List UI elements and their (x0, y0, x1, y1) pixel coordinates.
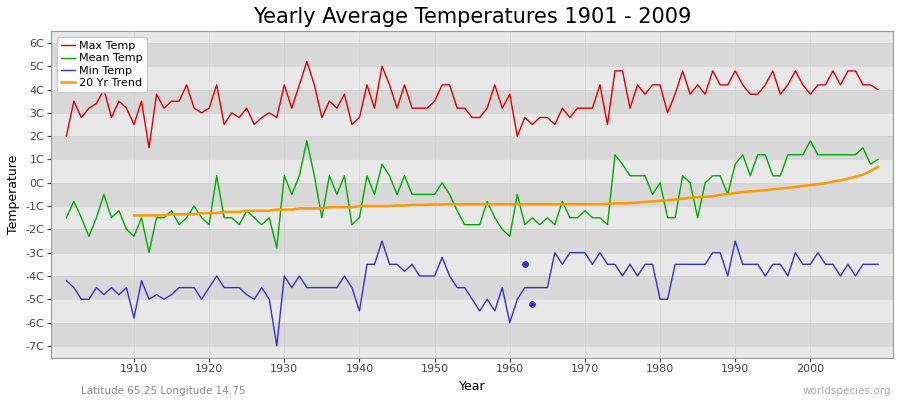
20 Yr Trend (835, 178, 846, 183)
Bar (51, 206, 893, 229)
Max Temp (302, 59, 312, 64)
Legend: Max Temp, Mean Temp, Min Temp, 20 Yr Trend: Max Temp, Mean Temp, Min Temp, 20 Yr Tre… (57, 37, 148, 92)
Point (525, 301, 539, 307)
Bar (51, 160, 893, 183)
Bar (51, 113, 893, 136)
Mean Temp (519, 222, 530, 227)
Bar (51, 299, 893, 322)
Max Temp (144, 146, 155, 150)
Point (518, 261, 532, 268)
Min Temp (294, 274, 305, 278)
Min Temp (61, 278, 72, 283)
20 Yr Trend (302, 206, 312, 211)
Bar (51, 66, 893, 90)
Bar (51, 90, 893, 113)
20 Yr Trend (512, 202, 523, 207)
Mean Temp (122, 227, 132, 232)
20 Yr Trend (813, 182, 824, 186)
20 Yr Trend (129, 213, 140, 218)
Mean Temp (302, 138, 312, 143)
Bar (51, 253, 893, 276)
Mean Temp (609, 152, 620, 157)
Text: Latitude 65.25 Longitude 14.75: Latitude 65.25 Longitude 14.75 (81, 386, 246, 396)
Mean Temp (346, 222, 357, 227)
Mean Temp (294, 173, 305, 178)
Bar (51, 276, 893, 299)
Min Temp (609, 262, 620, 267)
Line: Max Temp: Max Temp (67, 62, 878, 148)
Max Temp (294, 82, 305, 87)
Max Temp (519, 115, 530, 120)
Min Temp (376, 239, 387, 244)
Mean Temp (61, 215, 72, 220)
Min Temp (512, 297, 523, 302)
Mean Temp (144, 250, 155, 255)
Min Temp (272, 344, 283, 348)
Mean Temp (873, 157, 884, 162)
Text: worldspecies.org: worldspecies.org (803, 386, 891, 396)
Max Temp (873, 87, 884, 92)
Line: Mean Temp: Mean Temp (67, 141, 878, 253)
Line: Min Temp: Min Temp (67, 241, 878, 346)
Bar (51, 183, 893, 206)
Y-axis label: Temperature: Temperature (7, 155, 20, 234)
Min Temp (519, 285, 530, 290)
Max Temp (512, 134, 523, 138)
Max Temp (61, 134, 72, 138)
20 Yr Trend (572, 202, 583, 207)
Max Temp (609, 68, 620, 73)
Mean Temp (512, 192, 523, 197)
Bar (51, 43, 893, 66)
20 Yr Trend (272, 207, 283, 212)
Max Temp (122, 106, 132, 110)
20 Yr Trend (873, 164, 884, 169)
Min Temp (339, 274, 350, 278)
Min Temp (122, 285, 132, 290)
Max Temp (346, 122, 357, 127)
Min Temp (873, 262, 884, 267)
Line: 20 Yr Trend: 20 Yr Trend (134, 167, 878, 215)
Bar (51, 322, 893, 346)
Bar (51, 229, 893, 253)
Bar (51, 136, 893, 160)
Title: Yearly Average Temperatures 1901 - 2009: Yearly Average Temperatures 1901 - 2009 (253, 7, 691, 27)
X-axis label: Year: Year (459, 380, 485, 393)
